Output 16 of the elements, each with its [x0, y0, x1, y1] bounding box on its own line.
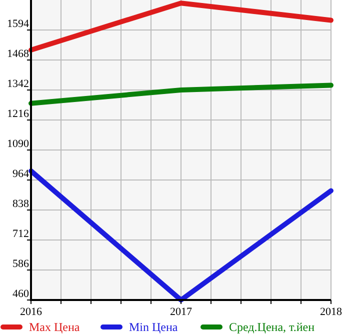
y-tick-label: 1090 [7, 138, 30, 150]
y-tick-label: 460 [12, 288, 30, 300]
y-tick-label: 1594 [7, 18, 30, 30]
legend-label: Min Цена [129, 320, 178, 334]
y-tick-label: 1468 [7, 48, 30, 60]
y-tick-label: 838 [12, 198, 30, 210]
y-tick-label: 586 [12, 258, 30, 270]
y-tick-label: 1342 [7, 78, 29, 90]
legend-label: Сред.Цена, т.йен [229, 320, 316, 334]
x-tick-label: 2018 [320, 306, 342, 318]
x-tick-label: 2017 [170, 306, 192, 318]
y-tick-label: 1216 [7, 108, 30, 120]
legend-label: Max Цена [29, 320, 80, 334]
y-tick-label: 712 [12, 228, 29, 240]
y-tick-label: 964 [12, 168, 30, 180]
x-tick-label: 2016 [20, 306, 42, 318]
